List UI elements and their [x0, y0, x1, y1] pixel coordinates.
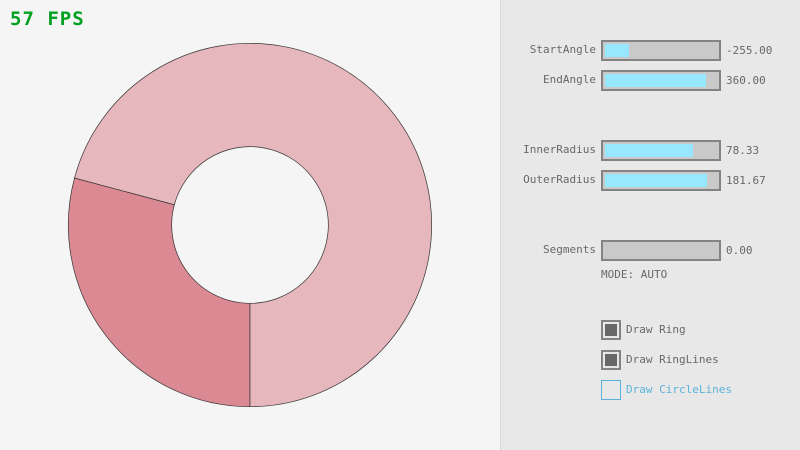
ring-canvas [68, 42, 432, 408]
segments-slider[interactable] [601, 240, 721, 261]
start-angle-slider[interactable] [601, 40, 721, 61]
fps-counter: 57 FPS [10, 8, 85, 30]
check-mark [605, 324, 617, 336]
slider-fill [605, 174, 707, 187]
control-panel: StartAngle -255.00 EndAngle 360.00 Inner… [500, 0, 800, 450]
slider-fill [605, 44, 630, 57]
end-angle-value: 360.00 [726, 74, 766, 87]
end-angle-slider[interactable] [601, 70, 721, 91]
inner-radius-slider[interactable] [601, 140, 721, 161]
segments-label: Segments [543, 243, 596, 256]
end-angle-label: EndAngle [543, 73, 596, 86]
draw-circlelines-label[interactable]: Draw CircleLines [626, 383, 732, 396]
draw-ring-label[interactable]: Draw Ring [626, 323, 686, 336]
outer-radius-slider[interactable] [601, 170, 721, 191]
inner-radius-value: 78.33 [726, 144, 760, 157]
draw-ringlines-label[interactable]: Draw RingLines [626, 353, 719, 366]
inner-radius-label: InnerRadius [523, 143, 596, 156]
draw-circlelines-checkbox[interactable] [601, 380, 621, 400]
ring-segment-overlap [74, 42, 432, 408]
start-angle-label: StartAngle [529, 43, 596, 56]
draw-ringlines-checkbox[interactable] [601, 350, 621, 370]
check-mark [605, 354, 617, 366]
mode-label: MODE: AUTO [601, 268, 668, 281]
segments-value: 0.00 [726, 244, 753, 257]
start-angle-value: -255.00 [726, 44, 773, 57]
outer-radius-value: 181.67 [726, 174, 766, 187]
slider-fill [605, 74, 706, 87]
outer-radius-label: OuterRadius [523, 173, 596, 186]
draw-ring-checkbox[interactable] [601, 320, 621, 340]
ring-segment-main [68, 177, 251, 408]
slider-fill [605, 144, 693, 157]
